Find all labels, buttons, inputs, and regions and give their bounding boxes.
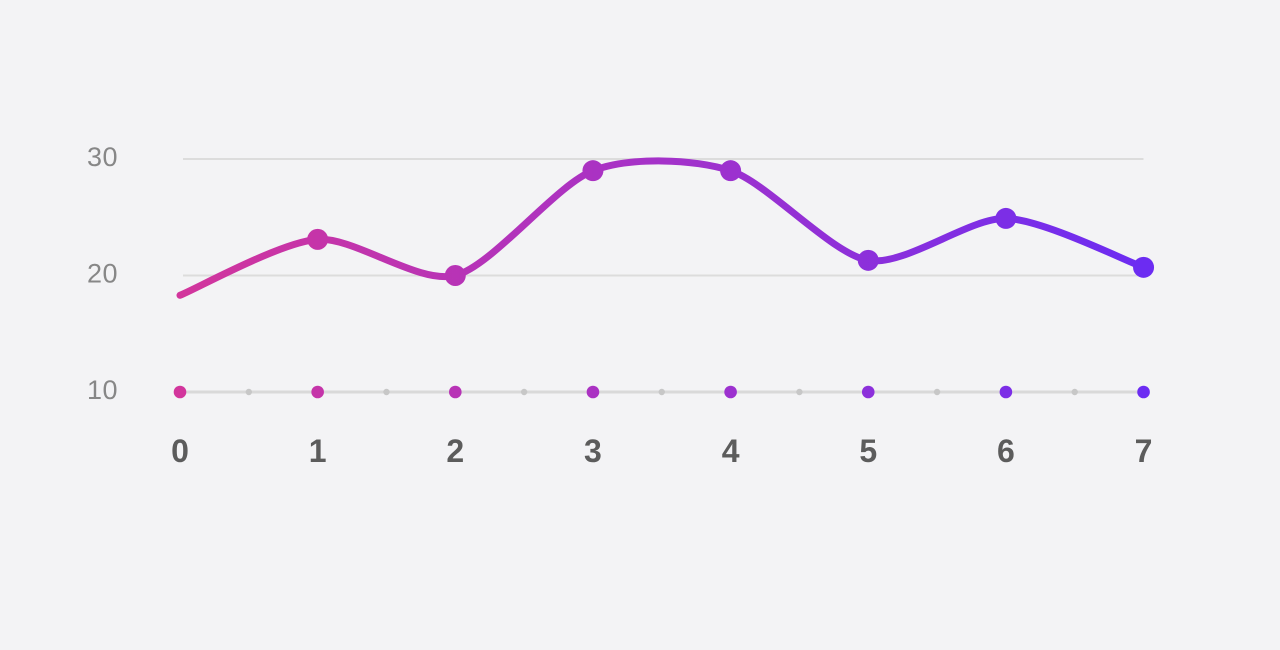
data-point-marker[interactable]	[995, 207, 1017, 229]
axis-major-dot	[999, 385, 1013, 399]
x-axis-tick-label: 1	[309, 433, 327, 469]
data-point-marker[interactable]	[582, 160, 604, 182]
x-axis-tick-label: 3	[584, 433, 602, 469]
data-point-marker[interactable]	[307, 228, 329, 250]
axis-minor-dot	[245, 388, 253, 396]
y-axis-tick-label: 30	[87, 142, 118, 172]
y-axis-tick-label: 20	[87, 259, 118, 289]
axis-minor-dot	[658, 388, 665, 396]
axis-major-dot	[449, 385, 462, 399]
x-axis-tick-label: 5	[859, 433, 877, 469]
axis-minor-dot	[383, 388, 390, 396]
axis-minor-dot	[520, 388, 528, 396]
x-axis-tick-label: 2	[446, 433, 464, 469]
axis-minor-dot	[1071, 388, 1078, 396]
x-axis-tick-label: 7	[1135, 433, 1153, 469]
data-point-marker[interactable]	[1133, 256, 1155, 278]
series-line	[176, 157, 1148, 299]
x-axis-tick-label: 4	[722, 433, 740, 469]
y-axis-tick-label: 10	[87, 375, 118, 405]
x-axis-tick-label: 0	[171, 433, 189, 469]
data-point-marker[interactable]	[857, 249, 879, 271]
axis-major-dot	[861, 385, 875, 399]
axis-major-dot	[173, 385, 187, 399]
axis-major-dot	[586, 385, 600, 399]
axis-minor-dot	[933, 388, 941, 396]
axis-major-dot	[1137, 385, 1150, 399]
data-point-marker[interactable]	[444, 265, 466, 286]
axis-minor-dot	[796, 388, 803, 396]
axis-major-dot	[724, 385, 737, 399]
data-point-marker[interactable]	[720, 160, 742, 182]
axis-major-dot	[311, 385, 324, 399]
x-axis-tick-label: 6	[997, 433, 1015, 469]
